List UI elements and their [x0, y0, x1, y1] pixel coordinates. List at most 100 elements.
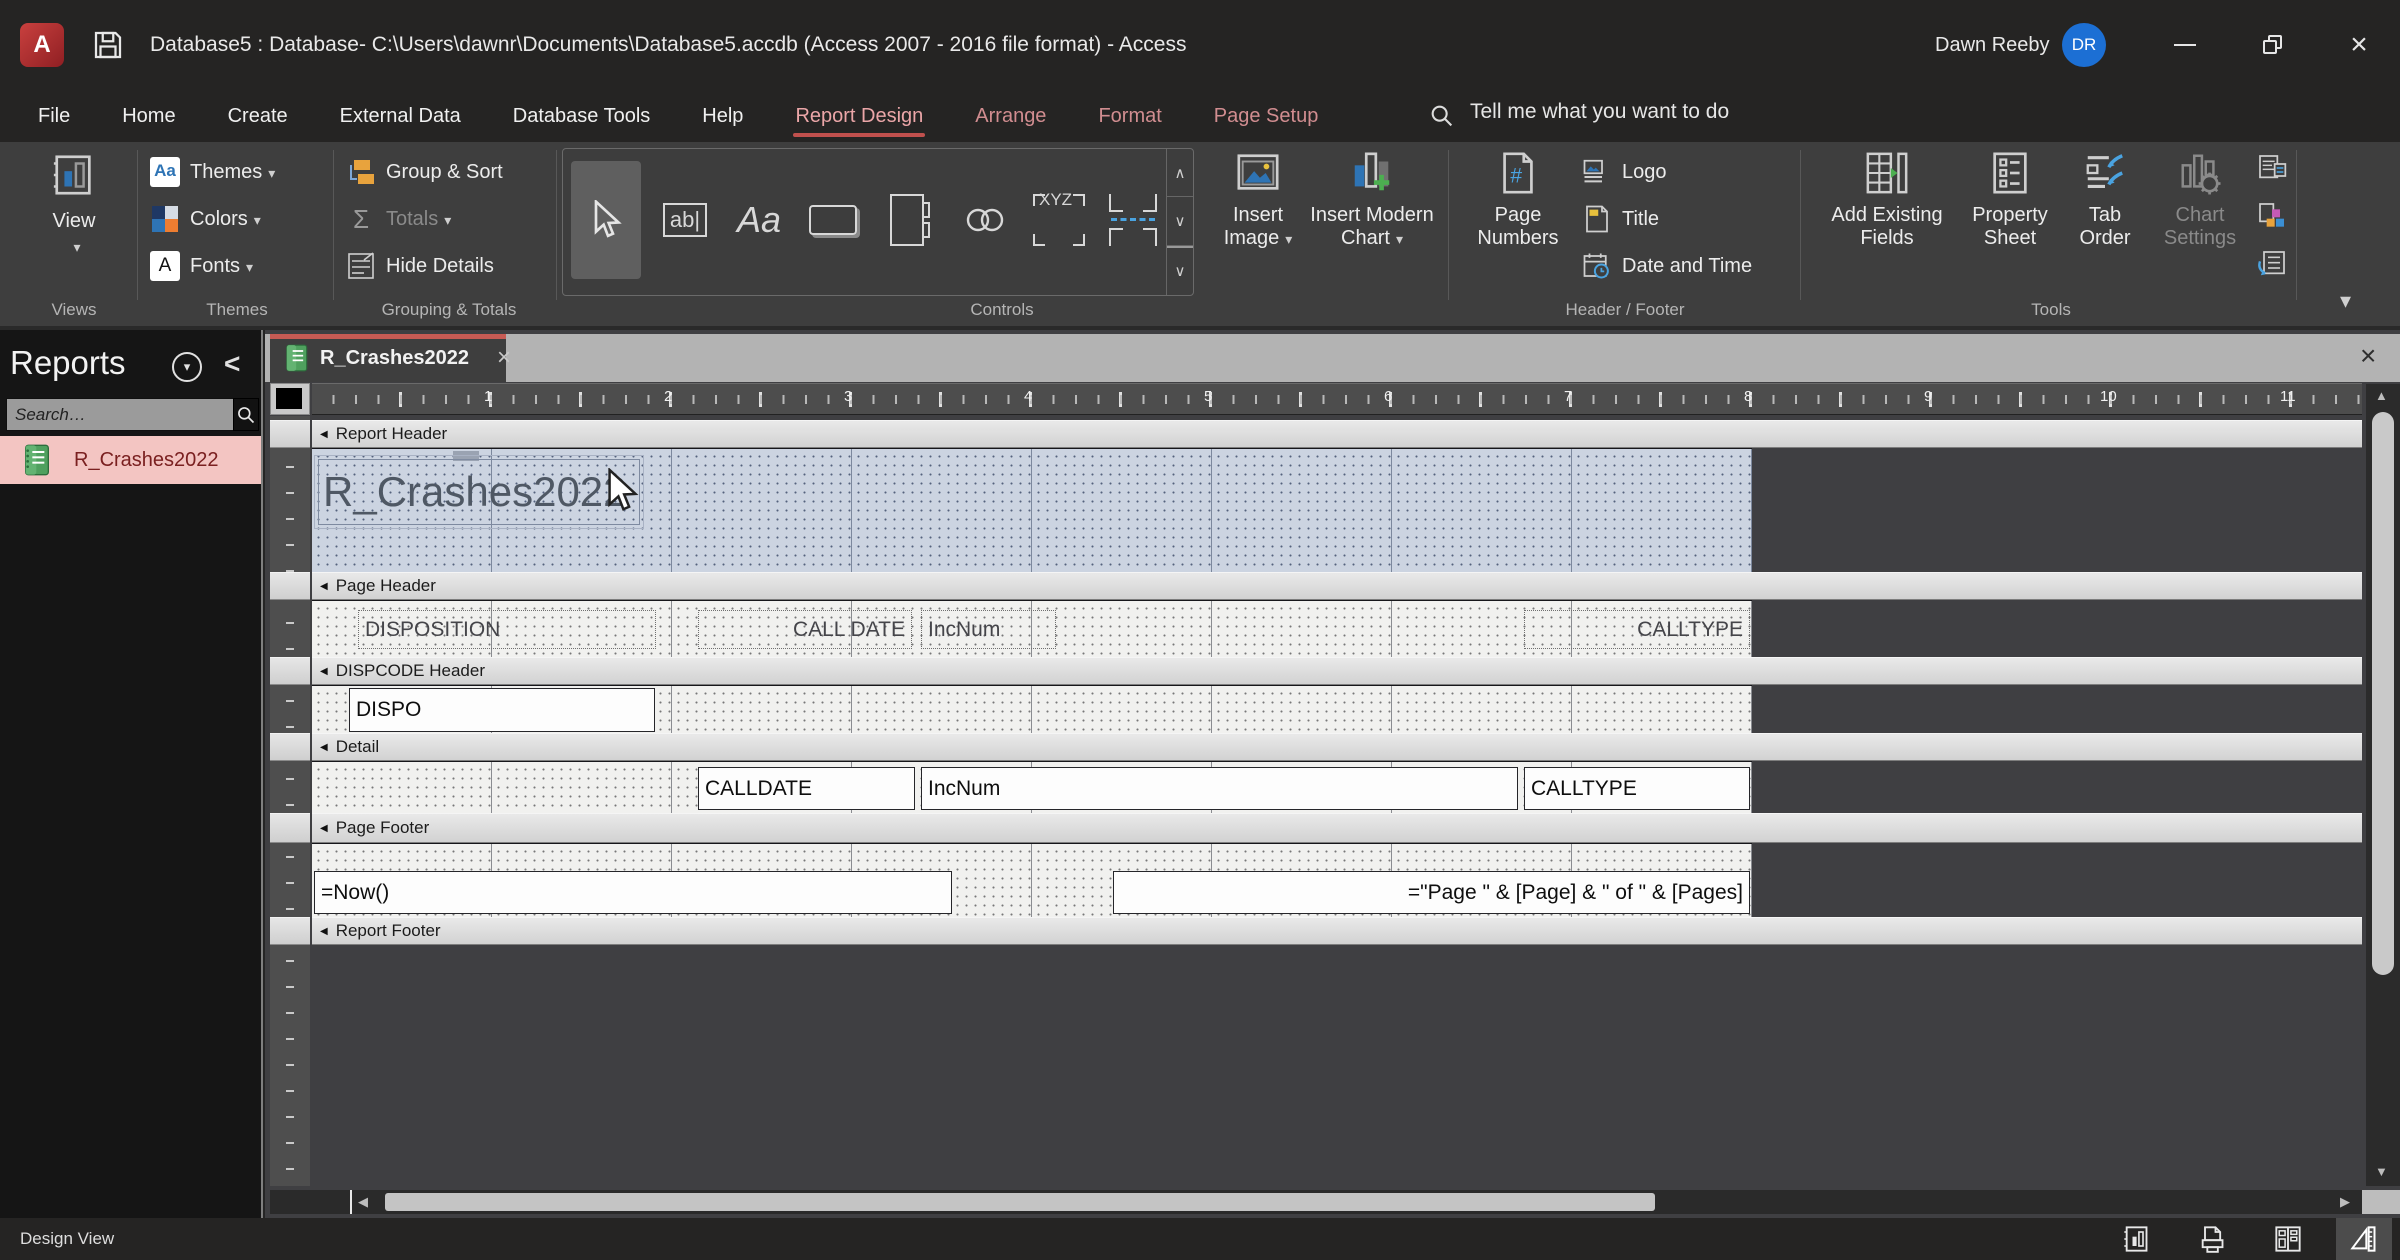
fonts-button[interactable]: A Fonts [150, 246, 253, 286]
incnum-textbox[interactable]: IncNum [921, 767, 1518, 810]
group-sort-button[interactable]: Group & Sort [346, 152, 503, 192]
page-break-control[interactable] [1097, 161, 1169, 279]
calltype-textbox[interactable]: CALLTYPE [1524, 767, 1750, 810]
title-icon [1582, 204, 1612, 234]
document-tab[interactable]: R_Crashes2022 × [270, 334, 511, 382]
print-preview-button[interactable] [2184, 1218, 2240, 1260]
report-view-button[interactable] [2108, 1218, 2164, 1260]
tell-me-search[interactable]: Tell me what you want to do [1470, 100, 1730, 123]
tab-close-icon[interactable]: × [497, 344, 512, 371]
date-time-button[interactable]: Date and Time [1582, 246, 1752, 286]
nav-menu-chevron-icon[interactable]: ▾ [172, 352, 202, 382]
report-object-icon [20, 444, 50, 476]
hide-details-button[interactable]: Hide Details [346, 246, 494, 286]
disposition-label[interactable]: DISPOSITION [358, 610, 656, 649]
report-header-grid[interactable]: R_Crashes2022 [312, 448, 1752, 572]
now-expression-textbox[interactable]: =Now() [314, 871, 952, 914]
svg-text:#: # [1510, 165, 1522, 188]
group-label-tools: Tools [2031, 300, 2071, 319]
gallery-scroll-up[interactable]: ∧ [1167, 149, 1193, 198]
button-control[interactable] [797, 161, 869, 279]
incnum-label[interactable]: IncNum [921, 610, 1056, 649]
close-button[interactable]: × [2350, 28, 2368, 61]
subform-in-new-window-icon[interactable] [2256, 152, 2288, 184]
gallery-more-button[interactable]: ∨ [1167, 245, 1193, 295]
nav-item-report[interactable]: R_Crashes2022 [0, 436, 261, 484]
scroll-up-icon[interactable]: ▲ [2375, 388, 2388, 403]
dispcode-header-grid[interactable]: DISPO [312, 685, 1752, 733]
nav-search-button[interactable] [233, 398, 259, 431]
tab-file[interactable]: File [38, 104, 71, 127]
nav-pane-title: Reports [10, 344, 126, 381]
horizontal-ruler: 1 2 3 4 5 6 7 8 9 10 11 [312, 383, 2362, 415]
select-control[interactable] [571, 161, 641, 279]
section-bar-dispcode-header[interactable]: ◀ DISPCODE Header [312, 657, 2362, 685]
report-selector[interactable] [270, 383, 310, 415]
tab-order-button[interactable]: Tab Order [2064, 150, 2146, 250]
save-icon[interactable] [90, 27, 126, 63]
insert-modern-chart-button[interactable]: Insert Modern Chart [1306, 150, 1438, 250]
gallery-scroll-down[interactable]: ∨ [1167, 197, 1193, 246]
tab-control[interactable] [871, 161, 943, 279]
section-bar-report-footer[interactable]: ◀ Report Footer [312, 917, 2362, 945]
call-date-label[interactable]: CALL DATE [698, 610, 912, 649]
page-numbers-button[interactable]: # Page Numbers [1470, 150, 1566, 250]
textbox-control[interactable]: ab| [649, 161, 721, 279]
hyperlink-control[interactable] [949, 161, 1021, 279]
page-header-grid[interactable]: DISPOSITION CALL DATE IncNum CALLTYPE [312, 600, 1752, 657]
tab-arrange[interactable]: Arrange [975, 104, 1047, 127]
horizontal-scrollbar-thumb[interactable] [385, 1193, 1655, 1211]
nav-search-input[interactable] [6, 398, 234, 431]
tab-home[interactable]: Home [122, 104, 176, 127]
selection-handle[interactable] [453, 451, 479, 461]
insert-image-button[interactable]: Insert Image [1210, 150, 1306, 250]
scroll-right-icon[interactable]: ▶ [2340, 1194, 2350, 1209]
property-sheet-button[interactable]: Property Sheet [1960, 150, 2060, 250]
design-view-button[interactable] [2336, 1218, 2392, 1260]
section-collapse-icon: ◀ [320, 925, 328, 937]
tab-report-design[interactable]: Report Design [793, 104, 926, 137]
tab-create[interactable]: Create [227, 104, 288, 127]
logo-button[interactable]: Logo [1582, 152, 1667, 192]
calltype-label[interactable]: CALLTYPE [1524, 610, 1750, 649]
scrollbar-corner [2362, 1190, 2400, 1214]
section-bar-page-footer[interactable]: ◀ Page Footer [312, 813, 2362, 843]
detail-grid[interactable]: CALLDATE IncNum CALLTYPE [312, 761, 1752, 813]
calldate-textbox[interactable]: CALLDATE [698, 767, 915, 810]
add-existing-fields-button[interactable]: Add Existing Fields [1822, 150, 1952, 250]
user-name[interactable]: Dawn Reeby [1935, 34, 2050, 56]
vertical-scrollbar-thumb[interactable] [2372, 412, 2394, 975]
section-bar-page-header[interactable]: ◀ Page Header [312, 572, 2362, 600]
horizontal-scrollbar[interactable]: ◀ ▶ [352, 1190, 2362, 1214]
report-title-label[interactable]: R_Crashes2022 [314, 455, 644, 529]
title-button[interactable]: Title [1582, 199, 1659, 239]
avatar[interactable]: DR [2062, 23, 2106, 67]
section-bar-detail[interactable]: ◀ Detail [312, 733, 2362, 761]
view-code-icon[interactable] [2256, 200, 2288, 232]
section-bar-report-header[interactable]: ◀ Report Header [312, 420, 2362, 448]
tab-page-setup[interactable]: Page Setup [1213, 104, 1319, 127]
layout-view-button[interactable] [2260, 1218, 2316, 1260]
convert-macros-icon[interactable] [2256, 248, 2288, 280]
tab-database-tools[interactable]: Database Tools [512, 104, 651, 127]
view-button[interactable]: View [30, 152, 118, 258]
page-expression-textbox[interactable]: ="Page " & [Page] & " of " & [Pages] [1113, 871, 1750, 914]
document-close-icon[interactable]: × [2360, 340, 2377, 371]
scroll-left-icon[interactable]: ◀ [358, 1194, 368, 1209]
colors-button[interactable]: Colors [150, 199, 261, 239]
collapse-ribbon-icon[interactable]: ▾ [2340, 288, 2352, 313]
restore-button[interactable] [2236, 0, 2310, 90]
themes-button[interactable]: Aa Themes [150, 152, 275, 192]
document-workspace: R_Crashes2022 × × 1 2 3 4 5 6 7 8 9 10 1… [265, 330, 2400, 1218]
scroll-down-icon[interactable]: ▼ [2375, 1164, 2388, 1179]
tab-external-data[interactable]: External Data [339, 104, 461, 127]
dispo-textbox[interactable]: DISPO [349, 688, 655, 732]
minimize-button[interactable] [2148, 0, 2222, 90]
tab-format[interactable]: Format [1098, 104, 1162, 127]
label-control[interactable]: Aa [723, 161, 795, 279]
vertical-scrollbar[interactable]: ▲ ▼ [2366, 384, 2400, 1186]
shutter-close-icon[interactable]: < [224, 348, 241, 379]
option-group-control[interactable]: XYZ [1023, 161, 1095, 279]
page-footer-grid[interactable]: =Now() ="Page " & [Page] & " of " & [Pag… [312, 843, 1752, 917]
tab-help[interactable]: Help [702, 104, 744, 127]
